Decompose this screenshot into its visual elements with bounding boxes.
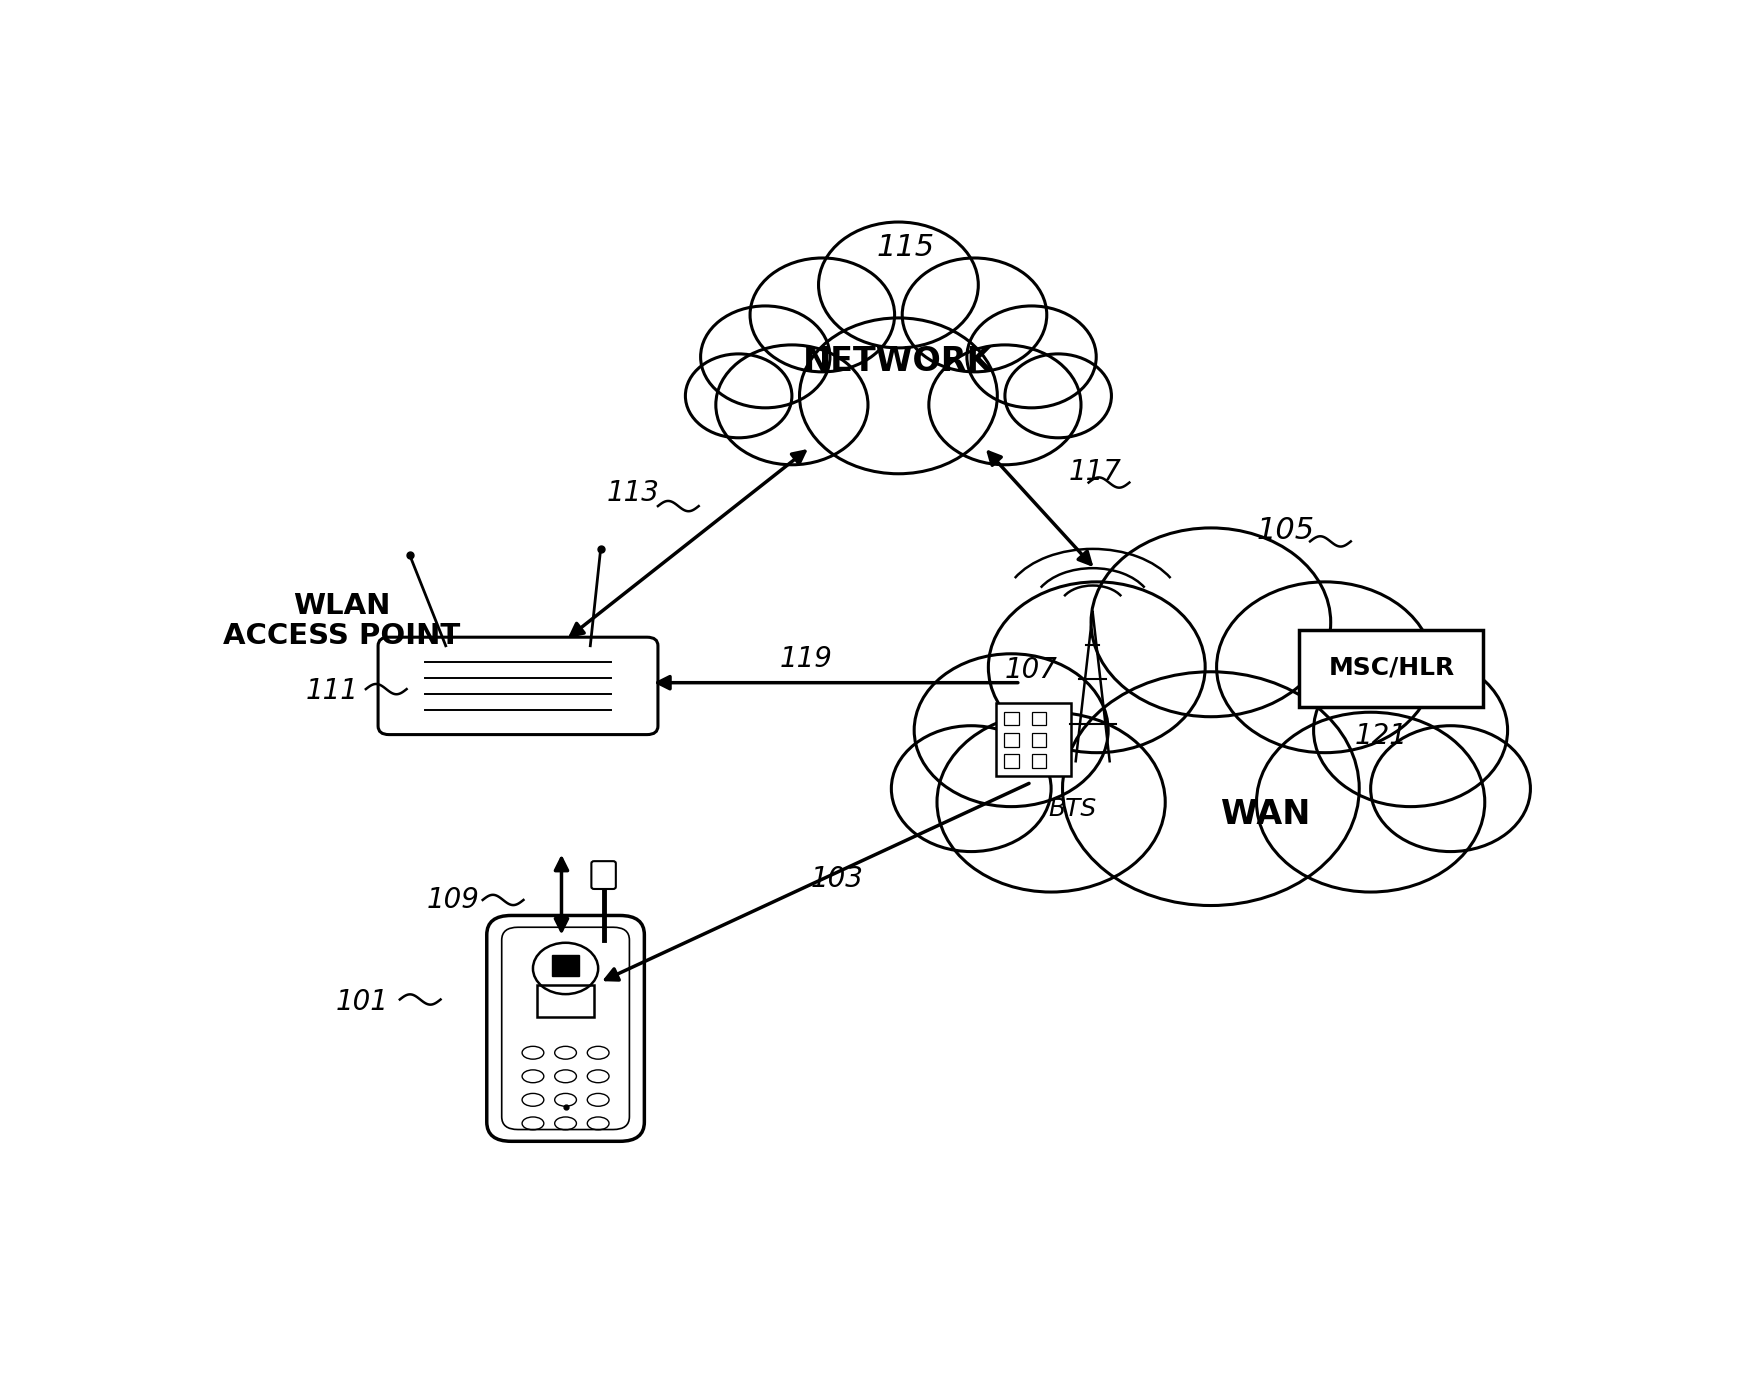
Text: 109: 109 bbox=[426, 885, 479, 915]
Text: MSC/HLR: MSC/HLR bbox=[1329, 656, 1455, 680]
Circle shape bbox=[1257, 712, 1485, 892]
Text: WAN: WAN bbox=[1220, 798, 1309, 831]
Text: 121: 121 bbox=[1355, 723, 1408, 751]
Circle shape bbox=[1217, 582, 1434, 752]
Bar bbox=[1004, 712, 1018, 726]
Circle shape bbox=[891, 726, 1052, 852]
Bar bbox=[1004, 755, 1018, 769]
Circle shape bbox=[968, 306, 1096, 407]
Text: 107: 107 bbox=[1004, 656, 1059, 684]
Circle shape bbox=[1062, 671, 1359, 905]
Circle shape bbox=[1004, 354, 1111, 438]
Text: 103: 103 bbox=[812, 865, 864, 892]
Text: 119: 119 bbox=[780, 645, 833, 673]
FancyBboxPatch shape bbox=[379, 637, 657, 734]
Circle shape bbox=[989, 582, 1204, 752]
Circle shape bbox=[1371, 726, 1530, 852]
Bar bbox=[1031, 755, 1047, 769]
Bar bbox=[996, 703, 1071, 776]
Circle shape bbox=[1090, 528, 1331, 717]
Circle shape bbox=[903, 259, 1047, 373]
Circle shape bbox=[819, 222, 978, 348]
Text: 115: 115 bbox=[876, 232, 934, 261]
FancyBboxPatch shape bbox=[487, 916, 645, 1141]
Circle shape bbox=[701, 306, 829, 407]
Text: 113: 113 bbox=[607, 480, 659, 507]
Text: ACCESS POINT: ACCESS POINT bbox=[223, 621, 459, 649]
Text: BTS: BTS bbox=[1048, 796, 1096, 821]
Circle shape bbox=[1313, 653, 1508, 806]
Bar bbox=[1004, 733, 1018, 746]
Bar bbox=[1031, 733, 1047, 746]
Text: NETWORK: NETWORK bbox=[803, 345, 994, 378]
Text: 101: 101 bbox=[335, 988, 387, 1016]
Circle shape bbox=[533, 942, 598, 994]
Circle shape bbox=[938, 712, 1166, 892]
Circle shape bbox=[929, 345, 1082, 464]
FancyBboxPatch shape bbox=[591, 862, 615, 890]
Circle shape bbox=[750, 259, 894, 373]
Text: 105: 105 bbox=[1257, 516, 1315, 545]
Circle shape bbox=[715, 345, 868, 464]
Circle shape bbox=[685, 354, 792, 438]
Bar bbox=[552, 955, 578, 976]
Text: 117: 117 bbox=[1069, 457, 1122, 486]
Bar bbox=[1031, 712, 1047, 726]
Circle shape bbox=[799, 318, 997, 474]
Circle shape bbox=[913, 653, 1108, 806]
Bar bbox=[538, 986, 594, 1017]
Text: WLAN: WLAN bbox=[293, 592, 391, 620]
Text: 111: 111 bbox=[305, 677, 358, 705]
Bar bbox=[1299, 630, 1483, 708]
